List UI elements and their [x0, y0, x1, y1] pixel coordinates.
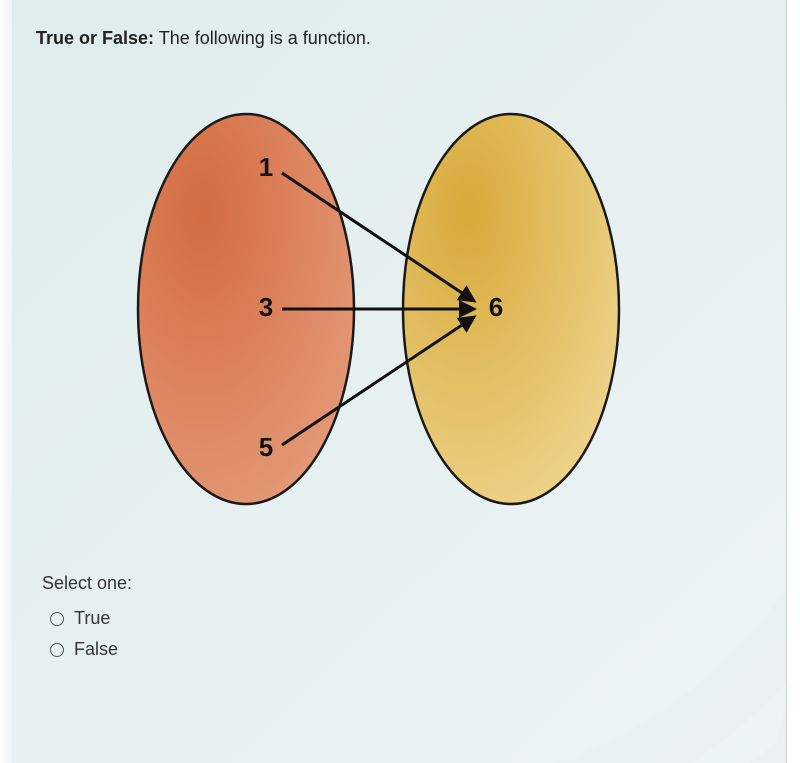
- radio-icon[interactable]: [50, 643, 64, 657]
- question-card: True or False: The following is a functi…: [0, 0, 800, 763]
- set-element-label: 1: [259, 152, 273, 182]
- mapping-diagram: 1 3 5 6: [96, 69, 656, 549]
- answer-block: Select one: True False: [42, 573, 764, 660]
- radio-icon[interactable]: [50, 612, 64, 626]
- right-page-edge: [786, 0, 800, 763]
- codomain-labels: 6: [489, 292, 503, 322]
- answer-option-true[interactable]: True: [50, 608, 764, 629]
- answer-option-label: False: [74, 639, 118, 660]
- set-element-label: 5: [259, 432, 273, 462]
- set-element-label: 3: [259, 292, 273, 322]
- set-element-label: 6: [489, 292, 503, 322]
- answer-option-label: True: [74, 608, 110, 629]
- question-text: True or False: The following is a functi…: [36, 28, 764, 49]
- question-rest: The following is a function.: [154, 28, 371, 48]
- left-page-edge: [0, 0, 12, 763]
- answer-option-false[interactable]: False: [50, 639, 764, 660]
- mapping-diagram-svg: 1 3 5 6: [96, 69, 656, 549]
- question-bold-prefix: True or False:: [36, 28, 154, 48]
- select-one-prompt: Select one:: [42, 573, 764, 594]
